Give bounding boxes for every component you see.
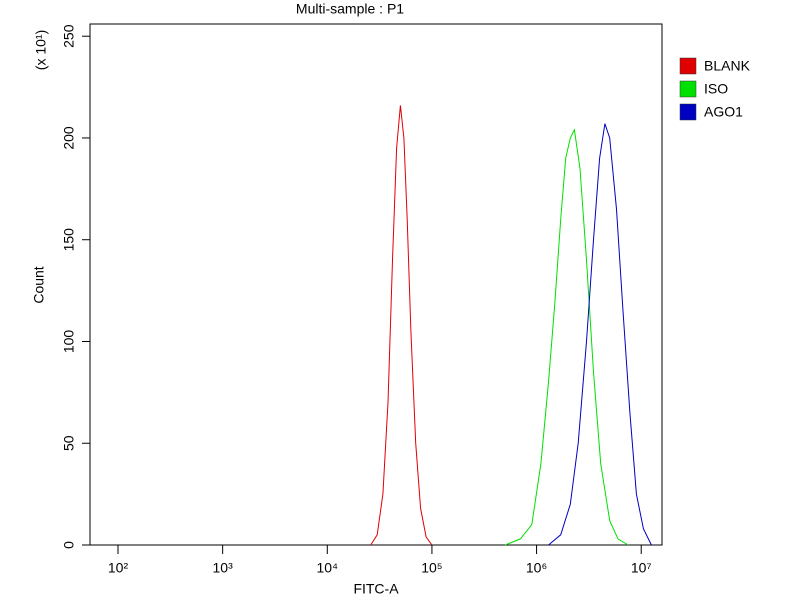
- y-axis-label: Count: [31, 266, 47, 303]
- y-tick-label: 100: [61, 330, 77, 354]
- legend-swatch: [679, 57, 697, 75]
- y-tick-label: 200: [61, 126, 77, 150]
- legend-label: BLANK: [704, 58, 751, 74]
- y-tick-label: 150: [61, 228, 77, 252]
- y-tick-label: 0: [61, 541, 77, 549]
- legend-swatch: [679, 80, 697, 98]
- series-line: [548, 123, 652, 546]
- legend-label: ISO: [704, 81, 728, 97]
- x-tick-label: 10²: [108, 560, 129, 576]
- y-multiplier: (x 10¹): [33, 30, 49, 70]
- x-tick-label: 10⁵: [421, 560, 442, 576]
- series-line: [504, 128, 629, 546]
- chart-title: Multi-sample : P1: [296, 1, 404, 17]
- legend-label: AGO1: [704, 104, 743, 120]
- series-line: [370, 105, 433, 546]
- y-tick-label: 50: [61, 435, 77, 451]
- x-tick-label: 10⁶: [526, 560, 547, 576]
- x-axis-label: FITC-A: [353, 581, 399, 597]
- x-tick-label: 10⁷: [631, 560, 652, 576]
- plot-frame: [89, 23, 663, 546]
- y-tick-label: 250: [61, 24, 77, 48]
- x-tick-label: 10³: [213, 560, 234, 576]
- legend-swatch: [679, 103, 697, 121]
- x-tick-label: 10⁴: [316, 560, 338, 576]
